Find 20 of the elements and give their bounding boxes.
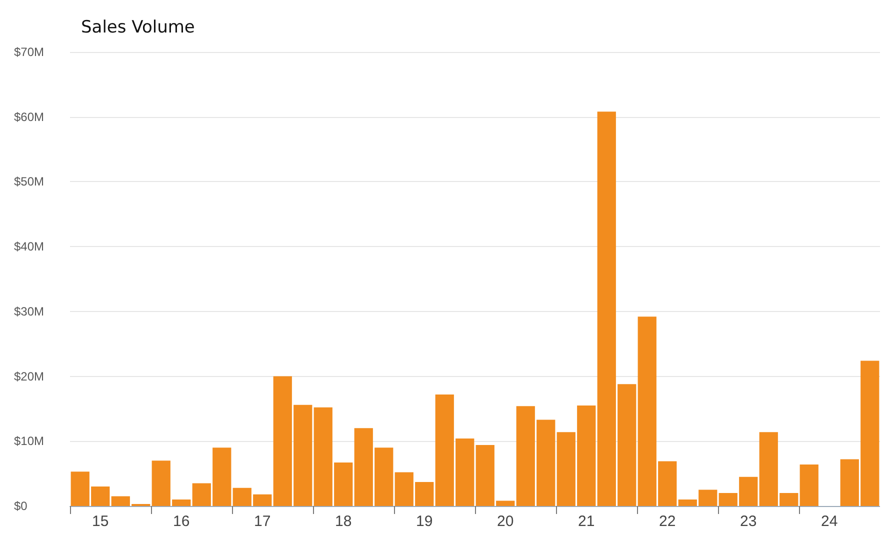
y-tick-label: $60M: [14, 110, 44, 124]
x-tick-label: 17: [254, 513, 271, 530]
y-tick-label: $0: [14, 499, 28, 513]
x-tick-label: 24: [821, 513, 838, 530]
x-tick-label: 16: [173, 513, 190, 530]
y-tick-label: $50M: [14, 174, 44, 189]
x-tick-label: 22: [659, 513, 676, 530]
x-tick-label: 19: [416, 513, 433, 530]
y-tick-label: $30M: [14, 304, 44, 318]
y-tick-label: $20M: [14, 369, 44, 384]
x-tick-label: 18: [335, 513, 352, 530]
x-tick-label: 15: [92, 513, 109, 530]
chart-title: Sales Volume: [81, 18, 195, 38]
y-tick-label: $10M: [14, 434, 44, 448]
y-tick-label: $70M: [14, 45, 44, 59]
bar: [800, 464, 818, 506]
x-tick-label: 20: [497, 513, 514, 530]
x-tick-label: 21: [578, 513, 595, 530]
x-tick-label: 23: [740, 513, 757, 530]
y-tick-label: $40M: [14, 240, 44, 254]
